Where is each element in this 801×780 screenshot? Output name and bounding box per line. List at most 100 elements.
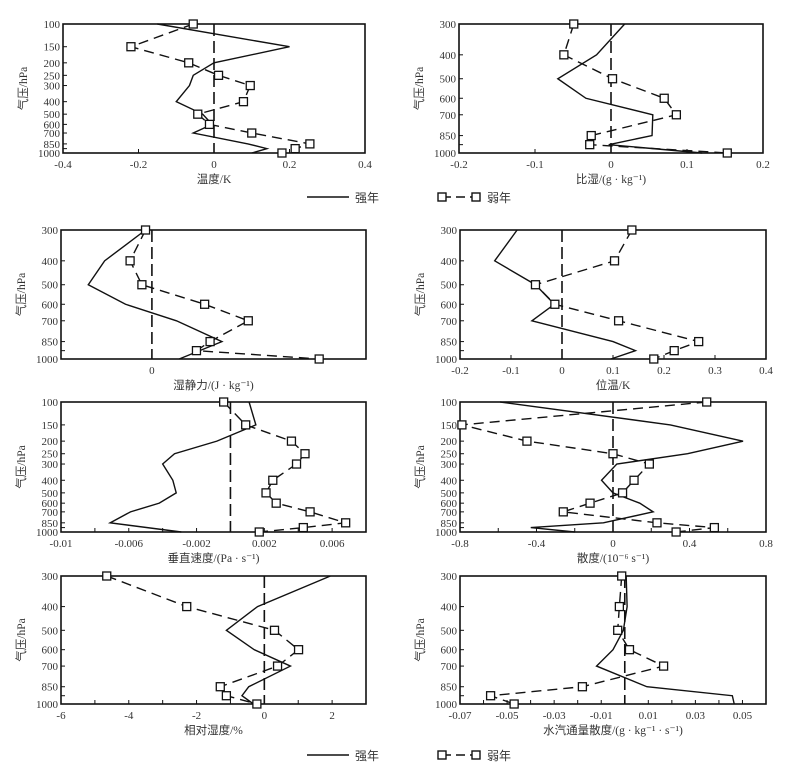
x-tick-label: 0.002 — [252, 538, 277, 550]
series-strong-line — [595, 575, 735, 705]
y-tick-label: 700 — [440, 110, 457, 122]
weak-data-point — [341, 518, 351, 528]
weak-data-point — [199, 299, 210, 309]
y-tick-label: 300 — [440, 19, 457, 31]
y-tick-label: 100 — [441, 397, 458, 409]
x-tick-label: 0.01 — [639, 710, 658, 722]
weak-data-point — [140, 225, 151, 235]
legend-bottom: 强年 弱年 — [307, 749, 511, 763]
y-tick-label: 500 — [42, 625, 59, 637]
y-tick-label: 700 — [42, 316, 59, 328]
weak-data-point — [702, 397, 712, 407]
weak-data-point — [191, 345, 202, 356]
x-tick-label: -0.05 — [496, 710, 519, 722]
weak-data-point — [125, 256, 135, 266]
y-tick-label: 100 — [42, 397, 59, 409]
x-tick-label: 0 — [149, 365, 155, 377]
y-tick-label: 1000 — [435, 699, 458, 711]
x-tick-label: -0.2 — [130, 159, 147, 171]
chart-potential-temperature: -0.2 -0.1 0 0.1 0.2 0.3 0.4 300 400 500 600 700 850 1… — [413, 225, 773, 392]
x-axis-label: 位温/K — [596, 378, 631, 392]
x-tick-label: 0 — [610, 538, 616, 550]
x-tick-label: -6 — [56, 710, 66, 722]
y-axis-label: 气压/hPa — [413, 618, 427, 661]
weak-data-point — [247, 128, 257, 138]
x-tick-label: 0.03 — [686, 710, 706, 722]
weak-data-point — [457, 420, 467, 430]
chart-specific-humidity: -0.2 -0.1 0 0.1 0.2 300 400 500 600 700 850 1000 比湿/… — [412, 19, 770, 186]
y-tick-label: 700 — [42, 661, 59, 673]
plot-frame — [60, 401, 367, 533]
weak-data-point — [586, 130, 596, 141]
y-tick-label: 500 — [441, 488, 458, 500]
x-tick-label: -0.07 — [449, 710, 472, 722]
series-weak-line — [490, 575, 666, 705]
weak-data-point — [300, 449, 310, 459]
y-tick-label: 500 — [42, 488, 59, 500]
weak-data-point — [569, 19, 579, 29]
weak-data-point — [277, 148, 287, 158]
weak-data-point — [293, 645, 304, 655]
weak-data-point — [607, 74, 618, 84]
weak-data-point — [627, 225, 637, 235]
y-tick-label: 600 — [441, 645, 458, 657]
weak-data-point — [245, 80, 255, 91]
y-tick-label: 600 — [42, 645, 59, 657]
weak-data-point — [254, 527, 264, 537]
x-tick-label: 0 — [262, 710, 268, 722]
x-tick-label: 0.2 — [756, 159, 770, 171]
x-tick-label: 0 — [608, 159, 614, 171]
series-weak-line — [223, 401, 346, 533]
y-tick-label: 250 — [42, 449, 59, 461]
y-tick-label: 400 — [441, 256, 458, 268]
y-tick-label: 250 — [441, 449, 458, 461]
series-strong-line — [87, 229, 224, 360]
y-tick-label: 1000 — [435, 354, 458, 366]
y-tick-label: 850 — [42, 337, 59, 349]
x-tick-label: 0.8 — [759, 538, 773, 550]
x-tick-label: -0.01 — [50, 538, 73, 550]
weak-data-point — [608, 449, 618, 459]
chart-water-vapor-flux-divergence: -0.07 -0.05 -0.03 -0.01 0.01 0.03 0.05 300 400 50… — [413, 571, 767, 737]
x-tick-label: -0.002 — [182, 538, 210, 550]
weak-data-point — [219, 397, 229, 407]
weak-data-point — [624, 645, 635, 655]
x-axis-label: 垂直速度/(Pa · s⁻¹) — [168, 551, 260, 565]
x-tick-label: -4 — [124, 710, 134, 722]
y-tick-label: 400 — [44, 97, 61, 109]
y-tick-label: 200 — [44, 58, 61, 70]
weak-data-point — [577, 682, 588, 692]
plot-frame — [60, 229, 367, 360]
series-weak-line — [534, 229, 702, 360]
x-axis-label: 散度/(10⁻⁶ s⁻¹) — [577, 551, 649, 565]
weak-data-point — [550, 299, 560, 309]
x-tick-label: 0.1 — [680, 159, 694, 171]
y-tick-label: 500 — [440, 74, 457, 86]
y-tick-label: 1000 — [38, 148, 61, 160]
y-tick-label: 850 — [441, 518, 458, 530]
weak-data-point — [669, 345, 679, 356]
y-tick-label: 1000 — [434, 148, 457, 160]
weak-data-point — [193, 109, 203, 119]
x-tick-label: -0.006 — [115, 538, 144, 550]
legend-top: 强年 弱年 — [307, 191, 511, 205]
weak-data-point — [559, 50, 569, 60]
x-tick-label: 2 — [329, 710, 335, 722]
y-tick-label: 600 — [441, 299, 458, 311]
legend-weak-label: 弱年 — [487, 191, 511, 205]
weak-data-point — [617, 571, 627, 581]
weak-data-point — [182, 601, 192, 612]
legend-weak-label: 弱年 — [487, 749, 511, 763]
weak-data-point — [305, 139, 315, 149]
x-tick-label: 0.1 — [606, 365, 620, 377]
x-axis-label: 水汽通量散度/(g · kg⁻¹ · s⁻¹) — [543, 723, 683, 737]
weak-data-point — [614, 601, 625, 612]
weak-data-point — [298, 522, 308, 533]
weak-data-point — [314, 354, 324, 364]
y-tick-label: 850 — [441, 337, 458, 349]
y-tick-label: 400 — [441, 602, 458, 614]
weak-data-point — [671, 527, 681, 537]
y-tick-label: 400 — [42, 602, 59, 614]
x-tick-label: -2 — [192, 710, 201, 722]
y-tick-label: 300 — [441, 225, 458, 237]
